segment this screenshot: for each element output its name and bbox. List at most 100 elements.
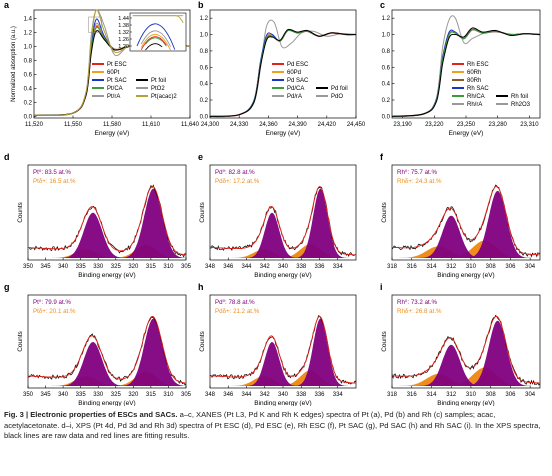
panel-label-f: f xyxy=(380,152,384,162)
panel-label-e: e xyxy=(198,152,203,162)
x-tick-label-e: 334 xyxy=(333,264,344,270)
x-tick-label-a: 11,520 xyxy=(25,122,44,128)
y-tick-label-a: 1.4 xyxy=(24,16,33,22)
legend-label: 60Pd xyxy=(287,70,301,76)
ion-fraction-label-d: Ptδ+: 16.5 at.% xyxy=(33,178,76,185)
x-tick-label-i: 308 xyxy=(486,392,497,398)
x-tick-label-c: 23,190 xyxy=(393,122,412,128)
inset-frame xyxy=(129,12,187,52)
xps-panel-i: 318 316 314 312 310 308 306 304 Binding energy (… xyxy=(381,294,541,407)
x-tick-label-f: 316 xyxy=(407,264,418,270)
x-tick-label-h: 338 xyxy=(296,392,307,398)
x-tick-label-e: 344 xyxy=(241,264,252,270)
metal-peak-area-e xyxy=(210,212,356,258)
y-tick-label-c: 0.4 xyxy=(382,82,391,88)
axes-frame-g xyxy=(27,294,187,389)
metal-fraction-label-h: Pd⁰: 78.8 at.% xyxy=(215,299,255,306)
x-tick-label-g: 350 xyxy=(23,392,34,398)
fit-line-f xyxy=(392,186,541,256)
metal-peak-area-h xyxy=(210,318,356,386)
x-axis-label-h: Binding energy (eV) xyxy=(254,400,311,406)
axes-frame-i xyxy=(391,294,541,389)
x-tick-label-d: 340 xyxy=(58,264,69,270)
x-tick-label-g: 310 xyxy=(163,392,174,398)
fit-line-d xyxy=(28,186,187,256)
x-tick-label-d: 315 xyxy=(146,264,157,270)
y-axis-label-i: Counts xyxy=(381,330,388,351)
xps-panel-d: 350 345 340 335 330 325 320 315 310 305 Binding en… xyxy=(17,164,192,279)
axes-frame-f xyxy=(391,164,541,261)
inset-series-line xyxy=(145,37,167,47)
x-tick-label-c: 23,280 xyxy=(489,122,508,128)
x-tick-label-a: 11,550 xyxy=(64,122,83,128)
y-axis-label-h: Counts xyxy=(199,330,206,351)
x-tick-label-f: 318 xyxy=(387,264,398,270)
x-tick-label-d: 305 xyxy=(181,264,192,270)
legend-label: Pd foil xyxy=(331,86,348,92)
x-tick-label-d: 325 xyxy=(111,264,122,270)
y-tick-label-a: 1.2 xyxy=(24,30,33,36)
x-tick-label-b: 24,330 xyxy=(230,122,249,128)
x-axis-label-c: Energy (eV) xyxy=(449,130,484,137)
metal-peak-area-g xyxy=(28,342,186,386)
series-line-pd-ca xyxy=(209,29,357,117)
raw-data-line-f xyxy=(391,184,541,258)
inset-series-line xyxy=(132,15,184,23)
inset-y-tick-label: 1.26 xyxy=(118,37,129,43)
panel-label-a: a xyxy=(4,0,10,10)
x-tick-label-b: 24,360 xyxy=(259,122,278,128)
x-tick-label-d: 330 xyxy=(93,264,104,270)
x-tick-label-i: 318 xyxy=(387,392,398,398)
legend-label: Rh/CA xyxy=(467,94,485,100)
x-tick-label-h: 342 xyxy=(260,392,271,398)
fit-line-e xyxy=(209,186,357,256)
y-tick-label-c: 0.6 xyxy=(382,65,391,71)
x-tick-label-i: 306 xyxy=(505,392,516,398)
series-line-pd-ra xyxy=(209,29,357,117)
x-tick-label-b: 24,390 xyxy=(288,122,307,128)
axes-frame-d xyxy=(27,164,187,261)
metal-peak-area-e xyxy=(210,188,356,258)
x-tick-label-d: 320 xyxy=(128,264,139,270)
x-tick-label-e: 338 xyxy=(296,264,307,270)
y-tick-label-b: 1.2 xyxy=(200,16,209,22)
y-tick-label-b: 0.0 xyxy=(200,114,209,120)
x-axis-label-f: Binding energy (eV) xyxy=(437,272,494,279)
metal-peak-area-d xyxy=(28,188,186,258)
fit-line-h xyxy=(210,315,356,384)
xps-panel-f: 318 316 314 312 310 308 306 304 Binding energy (… xyxy=(381,164,541,279)
legend-label: Pd/rA xyxy=(287,94,302,100)
x-tick-label-h: 334 xyxy=(333,392,344,398)
x-tick-label-g: 305 xyxy=(181,392,192,398)
panel-label-g: g xyxy=(4,282,10,292)
x-tick-label-g: 335 xyxy=(76,392,87,398)
x-tick-label-i: 310 xyxy=(466,392,477,398)
x-tick-label-h: 348 xyxy=(205,392,216,398)
xanes-panel-b: 24,300 24,330 24,360 24,390 24,420 24,450 0.0 0… xyxy=(200,9,366,137)
y-tick-label-c: 0.0 xyxy=(382,114,391,120)
metal-peak-area-h xyxy=(210,342,356,386)
figure-canvas: a b cd e fg h i11,520 11,550 11,580 11,610 11,6400… xyxy=(4,0,541,407)
metal-peak-area-d xyxy=(28,212,186,258)
x-tick-label-d: 335 xyxy=(76,264,87,270)
y-tick-label-a: 1.0 xyxy=(24,44,33,50)
x-tick-label-g: 325 xyxy=(111,392,122,398)
x-tick-label-d: 310 xyxy=(163,264,174,270)
y-tick-label-b: 0.6 xyxy=(200,65,209,71)
inset-series-line xyxy=(136,23,176,50)
y-tick-label-c: 1.2 xyxy=(382,16,391,22)
metal-fraction-label-f: Rh⁰: 75.7 at.% xyxy=(397,169,437,176)
x-tick-label-g: 340 xyxy=(58,392,69,398)
x-tick-label-c: 23,250 xyxy=(457,122,476,128)
metal-peak-area-g xyxy=(28,318,186,386)
legend-label: Rh foil xyxy=(511,94,528,100)
y-axis-label-g: Counts xyxy=(17,330,24,351)
x-tick-label-c: 23,310 xyxy=(520,122,539,128)
x-tick-label-f: 308 xyxy=(486,264,497,270)
metal-peak-area-f xyxy=(392,190,540,258)
x-tick-label-f: 310 xyxy=(466,264,477,270)
inset-series-line xyxy=(140,36,167,51)
x-tick-label-a: 11,580 xyxy=(103,122,122,128)
x-axis-label-i: Binding energy (eV) xyxy=(437,400,494,406)
legend-label: PdO xyxy=(331,94,343,100)
